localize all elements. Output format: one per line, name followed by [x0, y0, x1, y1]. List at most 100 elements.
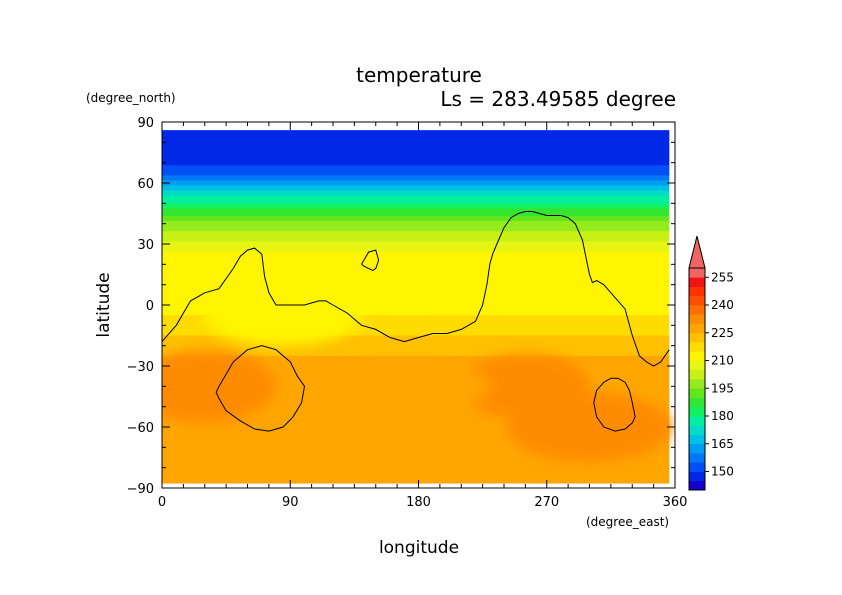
temperature-band: [162, 429, 670, 433]
temperature-band: [162, 259, 670, 263]
temperature-band: [162, 149, 670, 154]
temperature-band: [162, 254, 670, 258]
colorbar-label: 255: [711, 270, 734, 284]
temperature-band: [162, 479, 670, 484]
colorbar-label: 195: [711, 381, 734, 395]
temperature-band: [162, 233, 670, 237]
temperature-band: [162, 144, 670, 149]
colorbar-swatch: [689, 434, 705, 445]
temperature-band: [162, 155, 670, 159]
temperature-band: [162, 244, 670, 248]
temperature-band: [162, 213, 670, 217]
colorbar-swatch: [689, 286, 705, 297]
temperature-band: [162, 457, 670, 461]
temperature-band: [162, 165, 670, 169]
topography-contours: [162, 211, 670, 432]
temperature-band: [162, 348, 670, 352]
temperature-band: [162, 264, 670, 268]
temperature-band: [162, 444, 670, 448]
temperature-anomaly: [461, 353, 590, 419]
colorbar-swatch: [689, 323, 705, 334]
colorbar-label: 150: [711, 465, 734, 479]
colorbar-swatch: [689, 388, 705, 398]
temperature-band: [162, 305, 670, 309]
temperature-band: [162, 419, 670, 423]
temperature-band: [162, 317, 670, 321]
y-axis-ticks: 90 60 30 0 −30 −60 −90: [127, 116, 675, 497]
temperature-band: [162, 142, 670, 146]
temperature-band: [162, 241, 670, 245]
temperature-band: [162, 424, 670, 428]
temperature-band: [162, 411, 670, 415]
temperature-band: [162, 353, 670, 357]
colorbar-swatch: [689, 360, 705, 371]
x-tick-label: 270: [534, 495, 559, 510]
temperature-band: [162, 358, 670, 362]
temperature-band: [162, 465, 670, 469]
colorbar-swatch: [689, 406, 705, 417]
colorbar-label: 165: [711, 437, 734, 451]
contour-line: [593, 377, 636, 432]
y-tick-label: 30: [137, 238, 154, 253]
colorbar-swatch: [689, 471, 705, 482]
temperature-band: [162, 462, 670, 466]
temperature-band: [162, 183, 670, 187]
colorbar-extend-arrow: [688, 235, 706, 269]
temperature-band: [162, 261, 670, 265]
temperature-band: [162, 416, 670, 420]
temperature-band: [162, 335, 670, 339]
temperature-band: [162, 177, 670, 182]
y-tick-label: −60: [127, 421, 154, 436]
temperature-band: [162, 190, 670, 194]
temperature-band: [162, 421, 670, 426]
temperature-band: [162, 327, 670, 332]
temperature-band: [162, 345, 670, 349]
temperature-band: [162, 188, 670, 192]
colorbar-frame: [688, 267, 706, 491]
temperature-anomaly: [525, 256, 654, 305]
colorbar-swatch: [689, 332, 705, 343]
temperature-anomaly: [204, 284, 362, 346]
temperature-band: [162, 452, 670, 456]
temperature-band: [162, 157, 670, 161]
temperature-band: [162, 147, 670, 151]
colorbar-swatch: [689, 268, 705, 278]
temperature-band: [162, 442, 670, 446]
temperature-band: [162, 185, 670, 189]
temperature-band: [162, 226, 670, 230]
temperature-band: [162, 460, 670, 464]
y-tick-label: −90: [127, 482, 154, 497]
temperature-band: [162, 175, 670, 179]
temperature-band: [162, 152, 670, 156]
x-tick-label: 180: [406, 495, 431, 510]
temperature-band: [162, 170, 670, 174]
temperature-band: [162, 208, 670, 212]
latitude-bands: [162, 130, 670, 484]
temperature-band: [162, 231, 670, 235]
temperature-band: [162, 315, 670, 319]
temperature-band: [162, 307, 670, 311]
temperature-band: [162, 427, 670, 431]
temperature-band: [162, 228, 670, 232]
temperature-band: [162, 312, 670, 316]
y-tick-label: 60: [137, 177, 154, 192]
temperature-band: [162, 198, 670, 202]
temperature-band: [162, 320, 670, 324]
colorbar-swatch: [689, 425, 705, 435]
colorbar: 150 165 180 195 210 225 240 255: [688, 235, 734, 491]
colorbar-swatch: [689, 342, 705, 352]
temperature-band: [162, 266, 670, 271]
x-axis-label: longitude: [379, 538, 459, 558]
x-axis-units: (degree_east): [586, 515, 669, 529]
temperature-band: [162, 338, 670, 342]
temperature-band: [162, 246, 670, 250]
temperature-band: [162, 332, 670, 337]
x-tick-label: 90: [282, 495, 299, 510]
temperature-band: [162, 355, 670, 359]
temperature-band: [162, 193, 670, 197]
colorbar-swatch: [689, 314, 705, 324]
temperature-band: [162, 437, 670, 441]
temperature-band: [162, 434, 670, 438]
temperature-band: [162, 218, 670, 222]
